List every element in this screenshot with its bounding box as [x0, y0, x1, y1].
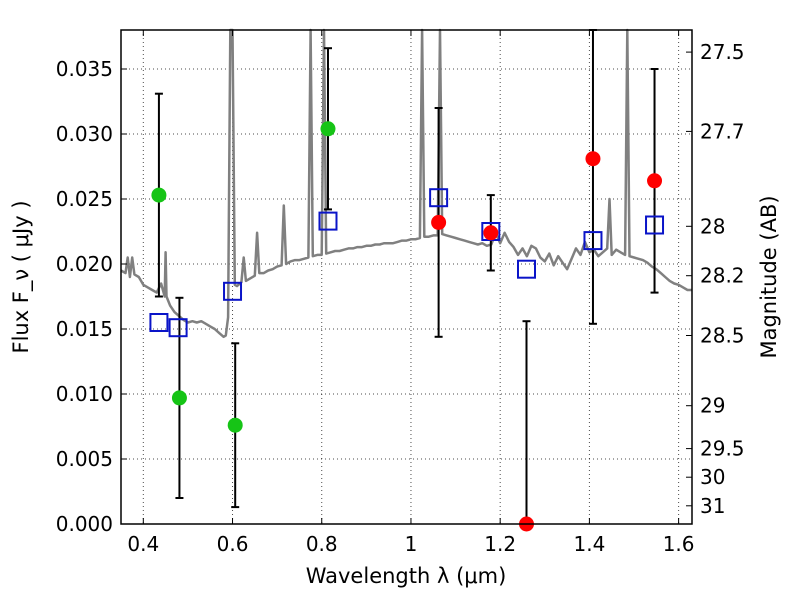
right-tick-label: 27.5 — [700, 40, 745, 64]
y-tick-label: 0.015 — [56, 317, 113, 341]
observed-point — [585, 151, 601, 167]
x-tick-label: 0.6 — [217, 532, 249, 556]
x-tick-label: 1.6 — [663, 532, 695, 556]
x-tick-label: 0.8 — [306, 532, 338, 556]
right-tick-label: 31 — [700, 494, 725, 518]
observed-point — [227, 417, 243, 433]
model-square-point — [645, 215, 665, 235]
x-axis-ticks: 0.4 0.6 0.8 1 1.2 1.4 1.6 — [127, 30, 695, 556]
model-square-point — [429, 188, 449, 208]
right-tick-label: 28 — [700, 214, 725, 238]
plot-background — [121, 30, 692, 524]
model-square-point — [318, 211, 338, 231]
model-square-point — [223, 281, 243, 301]
y-axis-ticks: 0.000 0.005 0.010 0.015 0.020 0.025 0.030 0.035 — [56, 57, 127, 536]
right-tick-label: 29.5 — [700, 437, 745, 461]
right-tick-label: 28.2 — [700, 264, 745, 288]
observed-point — [320, 121, 336, 137]
observed-point — [431, 214, 447, 230]
observed-point — [483, 225, 499, 241]
y-tick-label: 0.035 — [56, 57, 113, 81]
x-tick-label: 0.4 — [127, 532, 159, 556]
x-tick-label: 1.4 — [573, 532, 605, 556]
y-axis-label: Flux F_ν ( μJy ) — [9, 200, 34, 353]
right-axis-ticks: 27.5 27.7 28 28.2 28.5 29 29.5 30 31 — [686, 40, 745, 518]
x-axis-label: Wavelength λ (μm) — [306, 564, 507, 588]
points-layer — [149, 121, 665, 532]
right-tick-label: 29 — [700, 394, 725, 418]
plot-frame — [120, 29, 693, 525]
model-square-point — [149, 313, 169, 332]
y-tick-label: 0.000 — [56, 512, 113, 536]
y-tick-label: 0.010 — [56, 382, 113, 406]
model-square-point — [168, 318, 188, 338]
observed-point — [151, 187, 167, 203]
y-tick-label: 0.025 — [56, 187, 113, 211]
right-axis-label: Magnitude (AB) — [757, 195, 781, 358]
right-tick-label: 28.5 — [700, 324, 745, 348]
observed-point — [171, 390, 187, 406]
y-tick-label: 0.005 — [56, 447, 113, 471]
y-tick-label: 0.020 — [56, 252, 113, 276]
model-square-point — [516, 259, 536, 279]
x-tick-label: 1 — [405, 532, 418, 556]
model-square-point — [583, 231, 603, 251]
right-tick-label: 27.7 — [700, 119, 745, 143]
right-tick-label: 30 — [700, 465, 725, 489]
observed-point — [647, 173, 663, 189]
y-tick-label: 0.030 — [56, 122, 113, 146]
x-tick-label: 1.2 — [484, 532, 516, 556]
